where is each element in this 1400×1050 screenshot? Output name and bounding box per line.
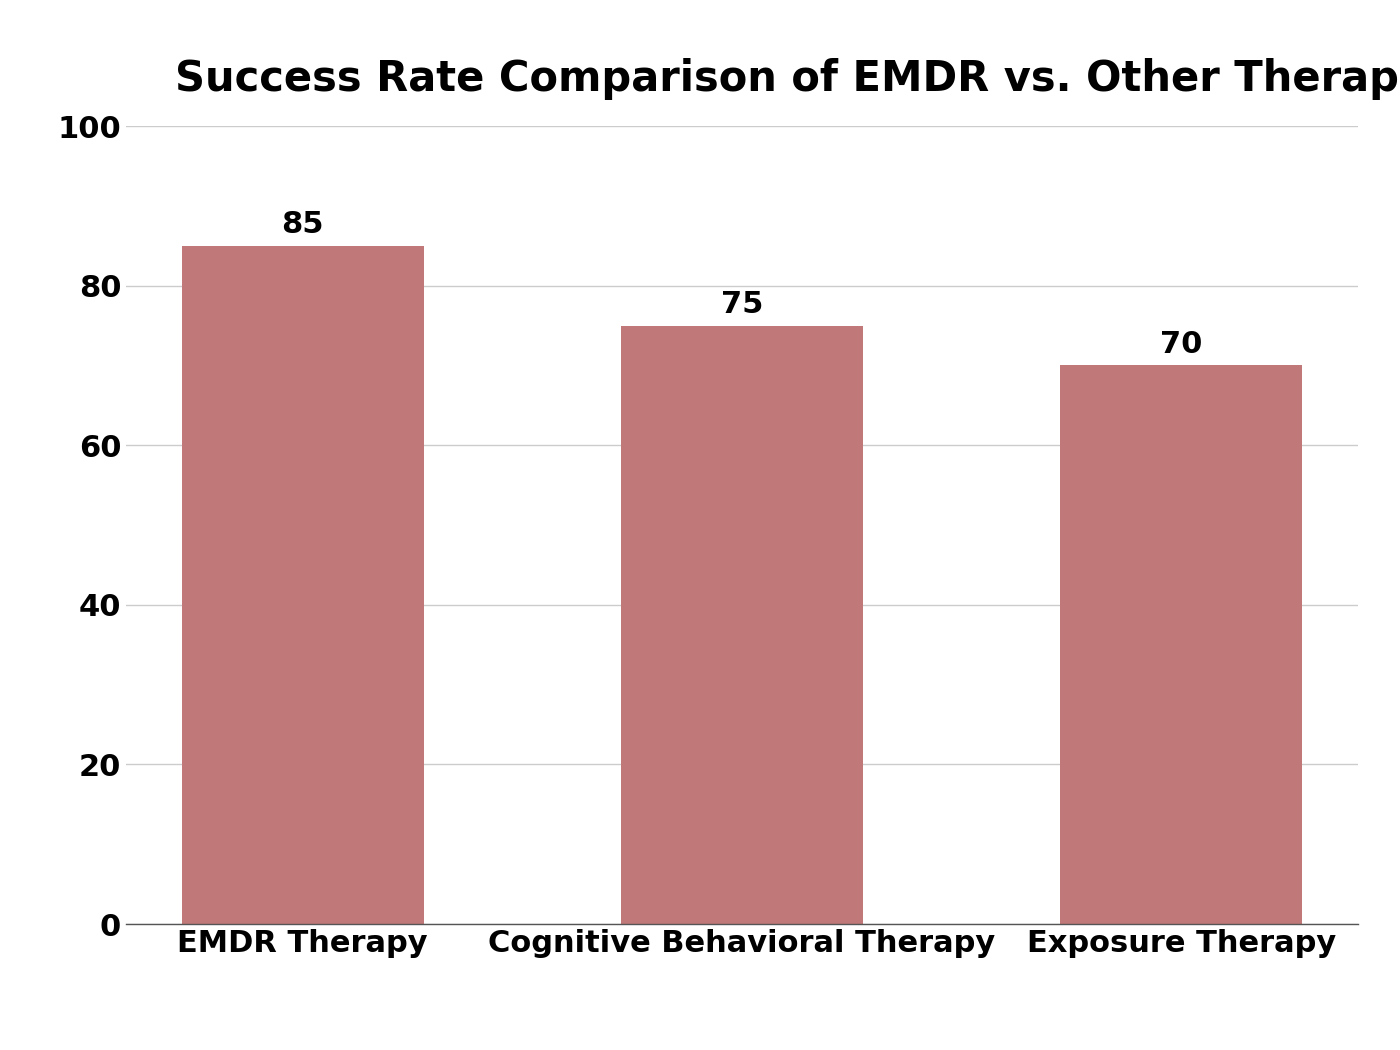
Text: 75: 75 [721,290,763,319]
Bar [622,326,862,924]
Text: 70: 70 [1161,330,1203,359]
Text: Success Rate Comparison of EMDR vs. Other Therapies: Success Rate Comparison of EMDR vs. Othe… [175,59,1400,101]
Bar [182,246,424,924]
Text: 85: 85 [281,210,323,239]
Bar [1060,365,1302,924]
